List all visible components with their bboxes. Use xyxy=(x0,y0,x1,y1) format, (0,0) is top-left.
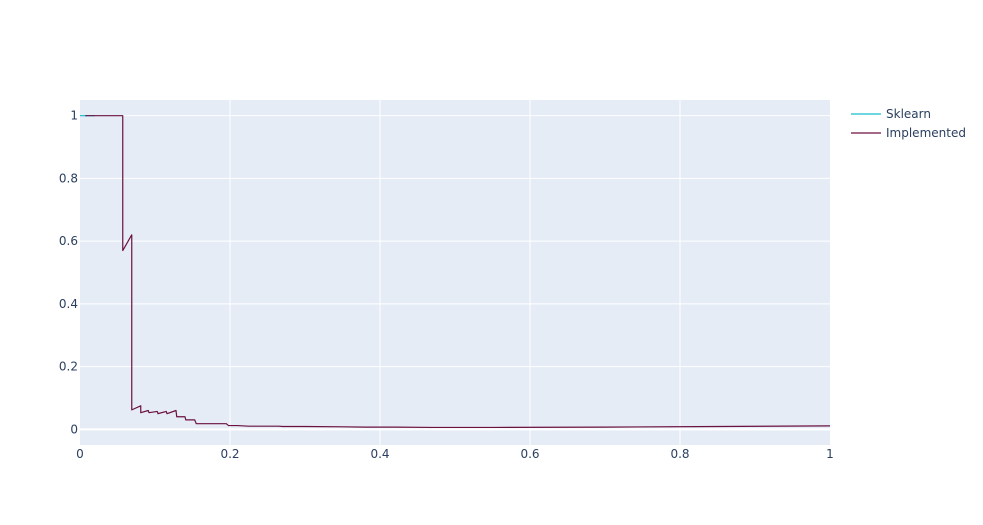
y-tick-label: 0.6 xyxy=(59,234,78,248)
y-tick-label: 0.8 xyxy=(59,171,78,185)
x-tick-label: 0.6 xyxy=(520,447,539,461)
series-lines xyxy=(80,115,831,429)
x-tick-label: 1 xyxy=(826,447,834,461)
y-tick-label: 0 xyxy=(70,422,78,436)
x-axis-ticks: 0 0.2 0.4 0.6 0.8 1 xyxy=(76,447,834,461)
x-tick-label: 0.4 xyxy=(370,447,389,461)
legend-label: Implemented xyxy=(886,126,966,140)
plot-area xyxy=(80,100,830,445)
y-tick-label: 1 xyxy=(70,109,78,123)
x-tick-label: 0.2 xyxy=(220,447,239,461)
y-axis-ticks: 0 0.2 0.4 0.6 0.8 1 xyxy=(59,109,78,437)
legend-label: Sklearn xyxy=(886,107,931,121)
y-tick-label: 0.4 xyxy=(59,297,78,311)
legend-item-implemented[interactable]: Implemented xyxy=(851,126,966,140)
series-line-implemented xyxy=(85,115,831,429)
y-tick-label: 0.2 xyxy=(59,360,78,374)
x-tick-label: 0 xyxy=(76,447,84,461)
grid xyxy=(80,100,830,445)
x-tick-label: 0.8 xyxy=(670,447,689,461)
legend-item-sklearn[interactable]: Sklearn xyxy=(851,107,931,121)
legend[interactable]: Sklearn Implemented xyxy=(851,107,966,140)
